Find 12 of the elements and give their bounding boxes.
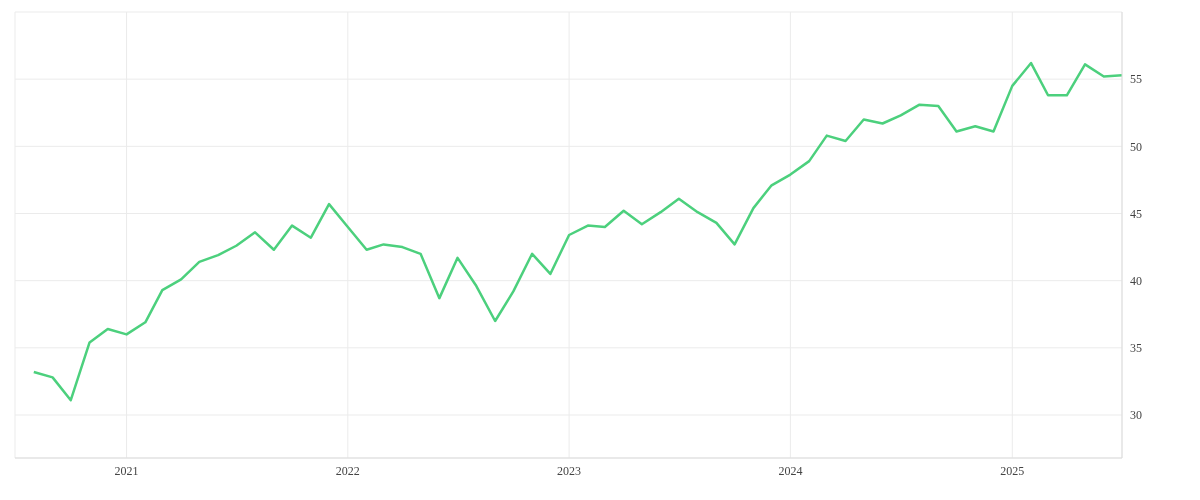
x-tick-label: 2022 — [335, 463, 360, 478]
x-tick-label: 2023 — [557, 463, 582, 478]
x-tick-label: 2025 — [1000, 463, 1025, 478]
x-tick-label: 2021 — [114, 463, 139, 478]
line-series — [32, 61, 1122, 402]
y-tick-label: 40 — [1130, 273, 1142, 288]
x-tick-label: 2024 — [778, 463, 803, 478]
y-tick-label: 35 — [1130, 341, 1142, 356]
y-tick-label: 45 — [1130, 206, 1142, 221]
y-tick-label: 30 — [1130, 408, 1142, 423]
y-tick-label: 50 — [1130, 139, 1142, 154]
y-tick-label: 55 — [1130, 72, 1142, 87]
